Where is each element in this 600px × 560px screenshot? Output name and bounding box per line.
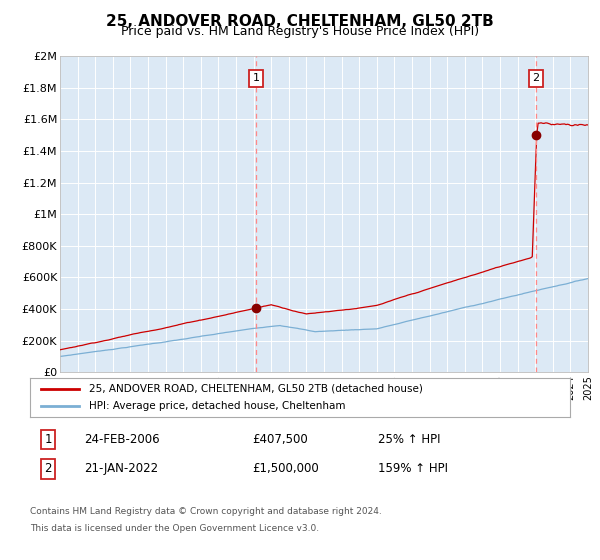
Text: Contains HM Land Registry data © Crown copyright and database right 2024.: Contains HM Land Registry data © Crown c… — [30, 507, 382, 516]
Text: 25, ANDOVER ROAD, CHELTENHAM, GL50 2TB: 25, ANDOVER ROAD, CHELTENHAM, GL50 2TB — [106, 14, 494, 29]
Text: 159% ↑ HPI: 159% ↑ HPI — [378, 462, 448, 475]
Text: 25% ↑ HPI: 25% ↑ HPI — [378, 433, 440, 446]
Text: 2: 2 — [44, 462, 52, 475]
Text: 24-FEB-2006: 24-FEB-2006 — [84, 433, 160, 446]
Text: Price paid vs. HM Land Registry's House Price Index (HPI): Price paid vs. HM Land Registry's House … — [121, 25, 479, 38]
Text: 1: 1 — [44, 433, 52, 446]
Text: 21-JAN-2022: 21-JAN-2022 — [84, 462, 158, 475]
Text: 2: 2 — [533, 73, 539, 83]
Text: 25, ANDOVER ROAD, CHELTENHAM, GL50 2TB (detached house): 25, ANDOVER ROAD, CHELTENHAM, GL50 2TB (… — [89, 384, 423, 394]
Text: £1,500,000: £1,500,000 — [252, 462, 319, 475]
Text: 1: 1 — [253, 73, 260, 83]
Text: HPI: Average price, detached house, Cheltenham: HPI: Average price, detached house, Chel… — [89, 401, 346, 411]
Text: This data is licensed under the Open Government Licence v3.0.: This data is licensed under the Open Gov… — [30, 524, 319, 533]
Text: £407,500: £407,500 — [252, 433, 308, 446]
